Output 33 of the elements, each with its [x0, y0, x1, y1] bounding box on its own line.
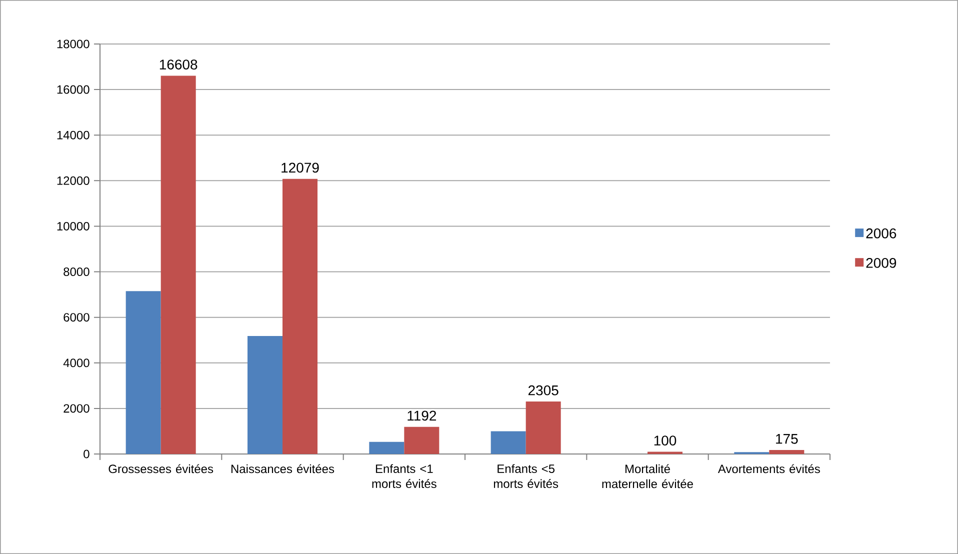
y-tick-label: 18000: [57, 40, 90, 48]
y-tick-label: 6000: [64, 313, 90, 322]
y-tick-label: 4000: [63, 358, 90, 368]
x-tick-label: Enfants <5 morts évités: [494, 464, 558, 488]
bar: [404, 426, 440, 454]
x-tick-label: Grossesses évitées: [108, 464, 214, 474]
data-label: 16608: [160, 60, 198, 70]
bar: [160, 76, 196, 454]
bar: [769, 450, 804, 454]
x-tick-label: Mortalité maternelle évitée: [602, 464, 693, 488]
bar: [369, 442, 404, 454]
bar: [282, 178, 318, 454]
bar: [248, 336, 282, 454]
x-tick-label: Naissances évitées: [231, 464, 334, 474]
y-tick-label: 16000: [57, 85, 90, 94]
legend-label: 2009: [866, 258, 896, 268]
x-tick-label: Enfants <1 morts évités: [372, 464, 436, 488]
y-tick-label: 8000: [64, 268, 90, 276]
y-tick-label: 2000: [64, 404, 90, 413]
bar: [126, 291, 161, 454]
data-label: 1192: [408, 410, 436, 421]
x-tick-label: Avortements évités: [718, 464, 820, 474]
data-label: 100: [654, 436, 676, 446]
y-tick-label: 12000: [57, 176, 90, 185]
legend-label: 2006: [866, 228, 896, 238]
data-label: 12079: [282, 162, 319, 173]
bar: [526, 401, 561, 454]
data-label: 175: [776, 434, 798, 444]
y-tick-label: 10000: [57, 222, 90, 230]
data-label: 2305: [528, 385, 558, 396]
y-tick-label: 0: [84, 450, 90, 458]
y-tick-label: 14000: [57, 130, 90, 140]
bar: [490, 431, 526, 454]
